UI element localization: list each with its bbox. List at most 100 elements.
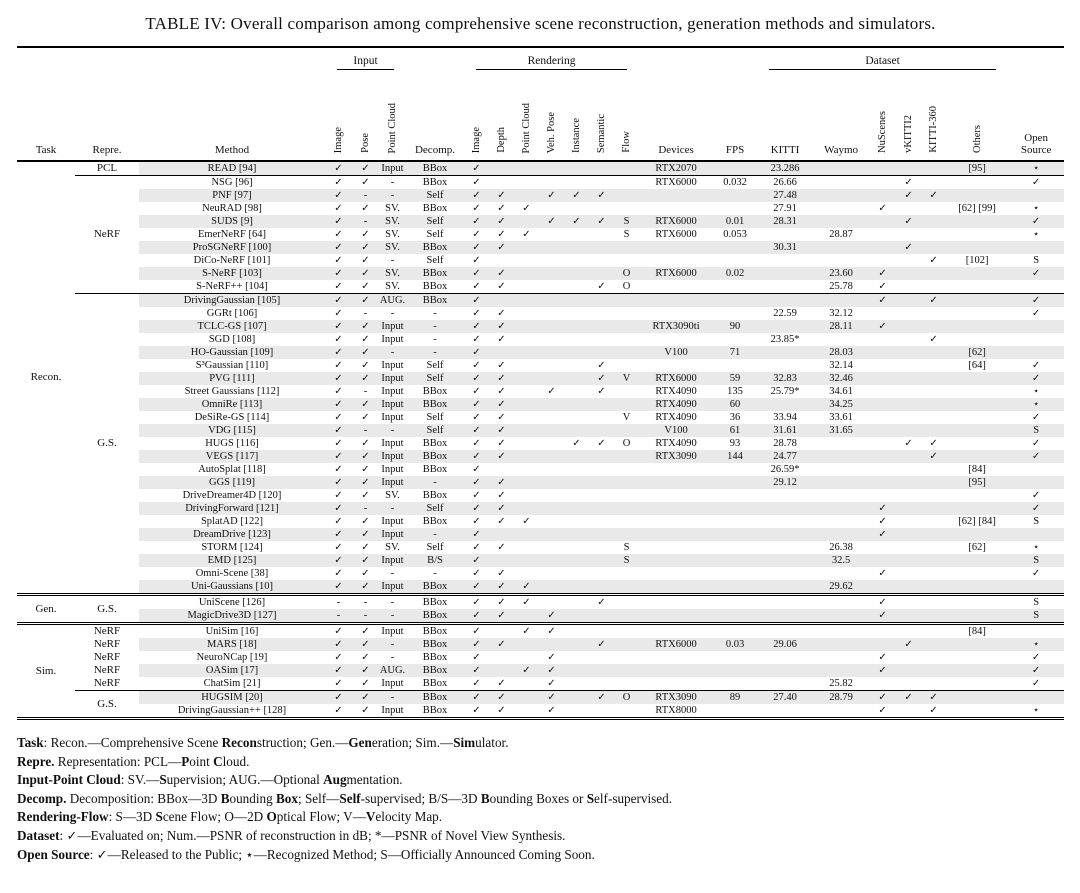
cell-others: [946, 664, 1009, 677]
cell-open-source: ✓: [1031, 360, 1041, 371]
cell-render-veh-pose: [539, 372, 564, 385]
cell-render-instance: [564, 161, 589, 176]
cell-kitti: 28.31: [757, 215, 814, 228]
method-cell: ProSGNeRF [100]: [139, 241, 325, 254]
table-row: NeRF MARS [18] ✓ ✓ - BBox ✓ ✓ ✓ RTX6000 0.03 29.06 ✓…: [17, 638, 1065, 651]
cell-decomp: BBox: [406, 267, 464, 280]
cell-decomp: BBox: [406, 638, 464, 651]
cell-nuscenes: ✓: [869, 502, 897, 515]
cell-input-image: ✓: [325, 554, 352, 567]
cell-render-veh-pose: [539, 515, 564, 528]
cell-render-instance: [564, 241, 589, 254]
cell-decomp: -: [406, 476, 464, 489]
cell-render-image: ✓: [464, 241, 489, 254]
cell-render-veh-pose: [539, 333, 564, 346]
cell-render-flow: S: [623, 229, 630, 240]
cell-devices: [639, 664, 714, 677]
cell-render-flow: [614, 609, 640, 624]
cell-render-semantic: [589, 541, 614, 554]
cell-fps: [713, 593, 758, 609]
cell-render-semantic: [589, 293, 614, 307]
cell-render-image: ✓: [464, 424, 489, 437]
cell-render-flow: V: [614, 372, 640, 385]
cell-render-image: ✓: [472, 229, 481, 240]
cell-render-point-cloud: [514, 528, 539, 541]
cell-waymo: 28.11: [813, 320, 870, 333]
cell-render-point-cloud: [514, 307, 539, 320]
cell-input-pose: ✓: [361, 652, 370, 663]
cell-input-point-cloud: -: [379, 502, 406, 515]
cell-waymo: 28.87: [829, 229, 853, 240]
cell-decomp: BBox: [422, 438, 448, 449]
cell-open-source: ⋆: [1008, 161, 1065, 176]
cell-render-veh-pose: [539, 320, 564, 333]
cell-input-point-cloud: -: [390, 255, 395, 266]
cell-render-veh-pose: [539, 554, 564, 567]
cell-render-semantic: [589, 228, 614, 241]
cell-nuscenes: [869, 346, 897, 359]
cell-decomp: BBox: [406, 664, 464, 677]
cell-kitti-360: ✓: [921, 293, 947, 307]
method-cell: STORM [124]: [201, 542, 263, 553]
cell-render-veh-pose: [539, 489, 564, 502]
cell-kitti: 23.85*: [770, 334, 800, 345]
cell-others: [946, 215, 1009, 228]
cell-render-semantic: [589, 450, 614, 463]
cell-nuscenes: ✓: [869, 293, 897, 307]
spacer: [406, 47, 464, 70]
cell-waymo: [813, 175, 870, 189]
cell-render-veh-pose: [539, 293, 564, 307]
cell-kitti: [757, 515, 813, 528]
cell-decomp: BBox: [406, 161, 464, 176]
cell-render-flow: O: [614, 690, 640, 704]
cell-render-veh-pose: [539, 307, 564, 320]
cell-open-source: [1008, 189, 1065, 202]
repre-cell: NeRF: [75, 638, 139, 651]
cell-waymo: 23.60: [813, 267, 870, 280]
spacer: [17, 47, 325, 70]
cell-input-point-cloud: SV.: [385, 203, 400, 214]
cell-input-image: ✓: [325, 450, 352, 463]
cell-others: [946, 677, 1008, 691]
cell-nuscenes: [869, 359, 896, 372]
cell-nuscenes: [869, 398, 897, 411]
cell-render-point-cloud: [514, 346, 539, 359]
cell-open-source: [1008, 580, 1065, 595]
cell-render-veh-pose: ✓: [547, 386, 556, 397]
cell-devices: RTX6000: [639, 215, 714, 228]
cell-waymo: [813, 651, 869, 664]
cell-input-point-cloud: Input: [379, 398, 406, 411]
method-cell: SGD [108]: [208, 334, 256, 345]
cell-kitti: [757, 502, 814, 515]
cell-input-image: ✓: [325, 241, 352, 254]
cell-vkitti2: [896, 463, 921, 476]
cell-kitti: [757, 704, 813, 719]
cell-render-point-cloud: [514, 267, 539, 280]
cell-others: [946, 280, 1008, 294]
cell-render-semantic: [589, 664, 614, 677]
cell-waymo: [813, 215, 870, 228]
cell-vkitti2: [896, 161, 922, 176]
cell-render-semantic: [589, 424, 614, 437]
cell-vkitti2: ✓: [904, 438, 913, 449]
cell-waymo: [813, 502, 870, 515]
cell-render-depth: ✓: [489, 241, 514, 254]
cell-decomp: -: [406, 346, 464, 359]
cell-render-semantic: ✓: [597, 360, 606, 371]
cell-kitti: [757, 254, 813, 267]
cell-render-veh-pose: [539, 241, 564, 254]
cell-render-instance: [564, 333, 589, 346]
cell-kitti: 26.66: [757, 175, 814, 189]
cell-render-image: ✓: [472, 490, 481, 501]
cell-input-pose: -: [352, 502, 379, 515]
table-row: EMD [125] ✓ ✓ Input B/S ✓ S 32.5 S: [17, 554, 1065, 567]
cell-render-veh-pose: [539, 638, 564, 651]
cell-render-image: ✓: [472, 412, 481, 423]
cell-input-pose: ✓: [352, 320, 379, 333]
cell-render-flow: [614, 502, 640, 515]
cell-render-semantic: [589, 333, 614, 346]
cell-render-image: ✓: [464, 175, 489, 189]
cell-input-image: ✓: [325, 320, 352, 333]
cell-kitti-360: [921, 463, 946, 476]
cell-waymo: [813, 609, 870, 624]
